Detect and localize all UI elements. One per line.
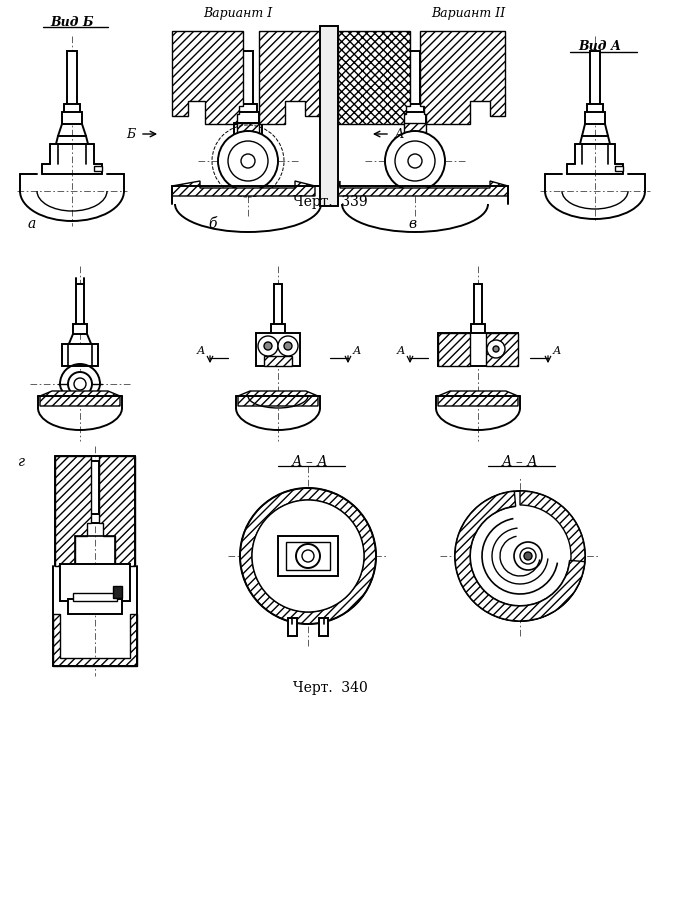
Bar xyxy=(278,536,338,576)
Bar xyxy=(404,112,426,124)
Circle shape xyxy=(520,548,536,564)
Circle shape xyxy=(252,500,364,612)
Bar xyxy=(68,599,122,614)
Polygon shape xyxy=(420,31,505,124)
Text: А – А: А – А xyxy=(291,455,328,469)
Polygon shape xyxy=(486,333,518,366)
Bar xyxy=(237,112,259,124)
Polygon shape xyxy=(40,391,120,406)
Bar xyxy=(88,514,102,523)
Circle shape xyxy=(395,141,435,181)
Bar xyxy=(73,593,117,601)
Bar xyxy=(587,104,603,114)
Polygon shape xyxy=(338,181,508,196)
Bar xyxy=(243,51,253,106)
Polygon shape xyxy=(438,333,470,366)
Bar xyxy=(256,333,300,366)
Text: б: б xyxy=(208,217,216,231)
Wedge shape xyxy=(455,491,585,621)
Bar xyxy=(438,333,518,366)
Bar xyxy=(76,284,84,326)
Text: Вид А: Вид А xyxy=(578,40,622,53)
Text: а: а xyxy=(28,217,36,231)
Bar xyxy=(64,104,80,114)
Bar xyxy=(404,123,426,138)
Polygon shape xyxy=(438,391,518,406)
Bar xyxy=(264,356,292,366)
Polygon shape xyxy=(172,31,243,124)
Bar xyxy=(113,586,122,598)
Bar xyxy=(615,166,623,171)
Bar xyxy=(60,564,130,601)
Circle shape xyxy=(218,131,278,191)
Wedge shape xyxy=(240,488,376,624)
Bar xyxy=(271,324,285,334)
Circle shape xyxy=(278,336,298,356)
Bar xyxy=(237,123,259,138)
Text: Вариант II: Вариант II xyxy=(431,6,505,19)
Wedge shape xyxy=(498,491,585,621)
Bar xyxy=(94,166,102,171)
Text: г: г xyxy=(18,455,25,469)
Text: Б: Б xyxy=(126,127,135,140)
Text: Вариант I: Вариант I xyxy=(203,6,273,19)
Circle shape xyxy=(493,346,499,352)
Circle shape xyxy=(264,342,272,350)
Circle shape xyxy=(455,491,585,621)
Polygon shape xyxy=(55,456,91,566)
Bar xyxy=(471,324,485,334)
Polygon shape xyxy=(338,31,410,124)
Bar xyxy=(286,542,330,570)
Polygon shape xyxy=(238,391,318,406)
Bar xyxy=(73,324,87,334)
Bar xyxy=(67,51,77,106)
Circle shape xyxy=(524,552,532,560)
Polygon shape xyxy=(172,181,315,196)
Circle shape xyxy=(228,141,268,181)
Bar xyxy=(474,284,482,326)
Bar xyxy=(288,618,297,636)
Bar xyxy=(410,51,420,106)
Text: Черт.  339: Черт. 339 xyxy=(293,195,368,209)
Text: А: А xyxy=(396,346,405,356)
Circle shape xyxy=(284,342,292,350)
Text: Вид Б: Вид Б xyxy=(50,16,93,29)
Polygon shape xyxy=(99,456,135,566)
Circle shape xyxy=(296,544,320,568)
Bar xyxy=(239,104,257,114)
Bar xyxy=(274,284,282,326)
Circle shape xyxy=(385,131,445,191)
Bar xyxy=(406,104,424,114)
Circle shape xyxy=(302,550,314,562)
Text: А: А xyxy=(553,346,561,356)
Text: А: А xyxy=(395,127,405,140)
Bar xyxy=(319,618,328,636)
Text: А: А xyxy=(196,346,205,356)
Bar xyxy=(585,112,605,124)
Circle shape xyxy=(68,372,92,396)
Polygon shape xyxy=(53,614,137,666)
Text: в: в xyxy=(408,217,416,231)
Circle shape xyxy=(408,154,422,168)
Text: А: А xyxy=(353,346,361,356)
Circle shape xyxy=(74,378,86,390)
Circle shape xyxy=(241,154,255,168)
Circle shape xyxy=(514,542,542,570)
Text: Черт.  340: Черт. 340 xyxy=(293,681,368,695)
Bar xyxy=(62,112,82,124)
Bar xyxy=(320,26,338,206)
Bar xyxy=(590,51,600,106)
Bar xyxy=(62,344,98,366)
Text: А – А: А – А xyxy=(502,455,539,469)
Circle shape xyxy=(487,340,505,358)
Polygon shape xyxy=(259,31,320,124)
Circle shape xyxy=(258,336,278,356)
Bar xyxy=(91,461,99,516)
